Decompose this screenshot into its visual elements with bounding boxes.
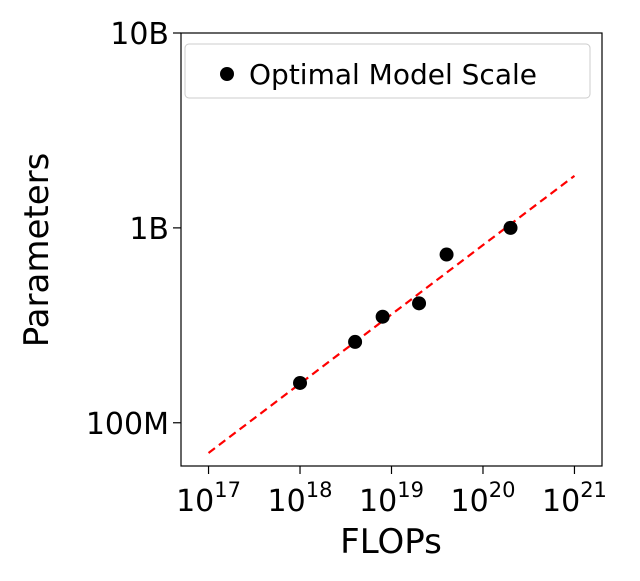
y-tick-label: 10B <box>110 17 169 52</box>
x-tick-label: 1018 <box>268 478 333 519</box>
data-point <box>503 220 518 235</box>
data-point <box>412 296 427 311</box>
data-point <box>375 309 390 324</box>
x-axis-label: FLOPs <box>340 522 442 562</box>
data-point <box>348 334 363 349</box>
data-point <box>293 375 308 390</box>
axis-ticks: 1017 1018 1019 1020 1021 100M 1B 10B <box>86 17 607 519</box>
y-tick-label: 100M <box>86 407 169 442</box>
y-axis-label: Parameters <box>17 153 57 348</box>
points-layer <box>293 220 518 390</box>
legend-box <box>184 43 591 99</box>
y-tick-label: 1B <box>129 212 169 247</box>
legend: Optimal Model Scale <box>184 43 591 99</box>
x-tick-label: 1019 <box>359 478 424 519</box>
legend-marker <box>220 67 234 81</box>
fit-line <box>207 174 576 454</box>
fit-line-layer <box>207 174 576 454</box>
x-tick-label: 1020 <box>451 478 516 519</box>
x-tick-label: 1021 <box>542 478 607 519</box>
legend-label: Optimal Model Scale <box>249 58 537 91</box>
data-point <box>439 247 454 262</box>
x-tick-label: 1017 <box>176 478 241 519</box>
